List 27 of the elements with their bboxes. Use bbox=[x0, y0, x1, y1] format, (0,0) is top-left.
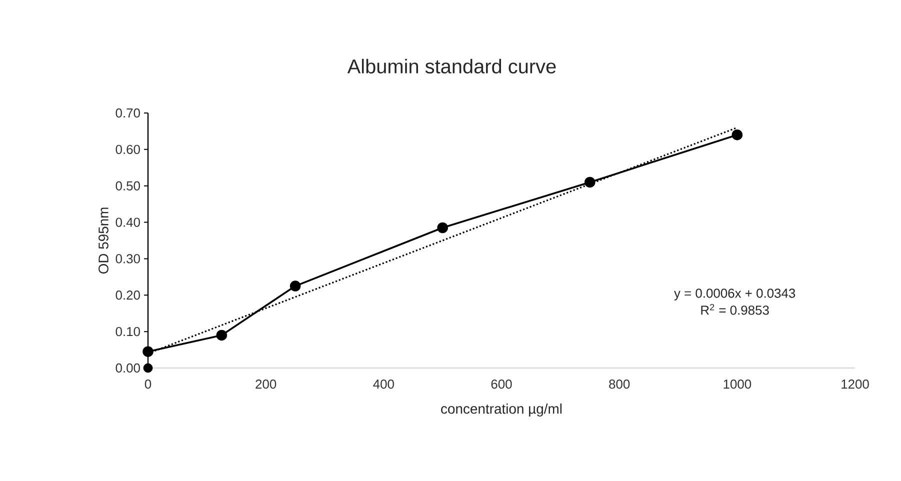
x-tick-label: 1000 bbox=[724, 380, 752, 389]
point bbox=[584, 176, 596, 188]
y-tick-label: 0.70 bbox=[116, 108, 140, 118]
y-tick-label: 0.00 bbox=[116, 363, 140, 373]
x-tick-label: 400 bbox=[373, 380, 394, 389]
point bbox=[142, 346, 154, 358]
point bbox=[290, 280, 301, 292]
y-tick-label: 0.40 bbox=[116, 218, 140, 227]
x-tick-label: 600 bbox=[491, 380, 512, 389]
y-axis-title: OD 595nm bbox=[98, 208, 108, 274]
point bbox=[216, 330, 228, 341]
y-tick-label: 0.20 bbox=[116, 290, 140, 300]
y-tick-label: 0.30 bbox=[116, 254, 140, 264]
point bbox=[143, 363, 153, 373]
point bbox=[437, 222, 448, 234]
annotation: R$^{2}$ = 0.9853 bbox=[701, 304, 769, 315]
y-tick-label: 0.10 bbox=[116, 326, 140, 336]
x-axis-title: concentration µg/ml bbox=[441, 404, 562, 417]
y-tick-label: 0.50 bbox=[116, 181, 140, 190]
x-tick-label: 1200 bbox=[842, 380, 869, 389]
x-tick-label: 200 bbox=[256, 380, 276, 389]
chart-title: Albumin standard curve bbox=[347, 58, 556, 74]
y-tick-label: 0.60 bbox=[116, 144, 140, 154]
x-tick-label: 0 bbox=[144, 380, 152, 389]
annotation: y = 0.0006x + 0.0343 bbox=[674, 288, 796, 300]
x-tick-label: 800 bbox=[609, 380, 630, 389]
point bbox=[732, 129, 743, 140]
